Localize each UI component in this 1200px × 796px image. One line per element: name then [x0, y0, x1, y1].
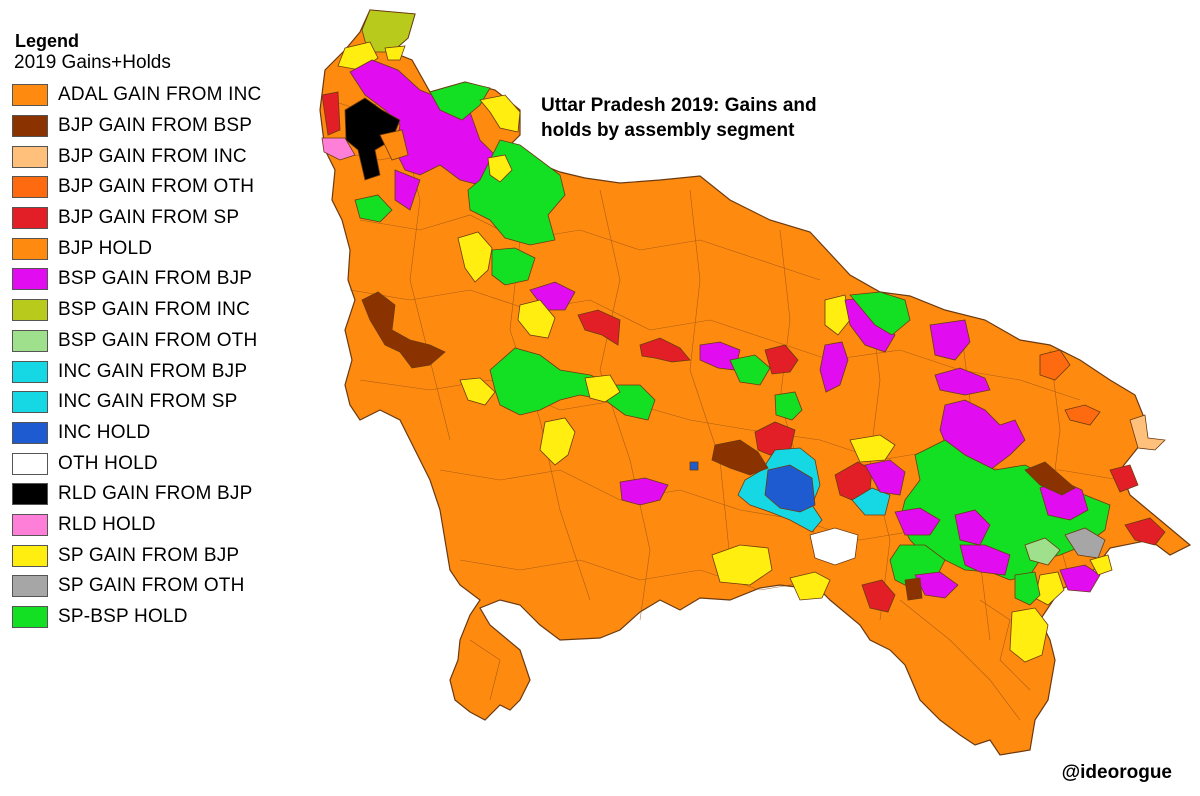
legend-item: BJP GAIN FROM INC: [12, 141, 312, 172]
legend-label: BSP GAIN FROM INC: [58, 299, 251, 321]
legend-item: BSP GAIN FROM OTH: [12, 326, 312, 357]
legend-swatch: [12, 360, 48, 383]
map-title-line2: holds by assembly segment: [541, 120, 795, 141]
legend-swatch: [12, 421, 48, 444]
legend-label: SP GAIN FROM BJP: [58, 544, 240, 566]
legend-label: BJP GAIN FROM BSP: [58, 115, 253, 137]
legend-label: SP-BSP HOLD: [58, 606, 188, 628]
legend-item: BJP GAIN FROM SP: [12, 203, 312, 234]
legend-item: SP GAIN FROM BJP: [12, 540, 312, 571]
legend-heading: Legend: [15, 31, 80, 51]
legend-label: BJP GAIN FROM OTH: [58, 176, 255, 198]
legend-item: SP-BSP HOLD: [12, 602, 312, 633]
legend-swatch: [12, 268, 48, 291]
legend-item: BSP GAIN FROM INC: [12, 295, 312, 326]
legend-item: OTH HOLD: [12, 448, 312, 479]
legend-swatch: [12, 237, 48, 260]
legend-label: BJP GAIN FROM INC: [58, 145, 247, 167]
legend-swatch: [12, 544, 48, 567]
legend-subheading: 2019 Gains+Holds: [14, 52, 171, 73]
legend-item: RLD HOLD: [12, 510, 312, 541]
legend-swatch: [12, 513, 48, 536]
legend-label: BSP GAIN FROM BJP: [58, 268, 253, 290]
legend: Legend 2019 Gains+Holds ADAL GAIN FROM I…: [12, 30, 312, 632]
legend-item: BJP HOLD: [12, 233, 312, 264]
map-title-line1: Uttar Pradesh 2019: Gains and: [541, 95, 817, 116]
legend-item: INC GAIN FROM BJP: [12, 356, 312, 387]
legend-swatch: [12, 115, 48, 138]
legend-swatch: [12, 145, 48, 168]
legend-swatch: [12, 575, 48, 598]
legend-label: ADAL GAIN FROM INC: [58, 84, 262, 106]
legend-swatch: [12, 452, 48, 475]
legend-item: SP GAIN FROM OTH: [12, 571, 312, 602]
legend-label: RLD HOLD: [58, 513, 156, 535]
legend-item: INC HOLD: [12, 418, 312, 449]
map-title: Uttar Pradesh 2019: Gains and holds by a…: [541, 93, 871, 143]
legend-label: BJP HOLD: [58, 237, 153, 259]
legend-swatch: [12, 176, 48, 199]
legend-label: BJP GAIN FROM SP: [58, 207, 240, 229]
author-credit: @ideorogue: [1061, 762, 1172, 783]
legend-label: OTH HOLD: [58, 452, 158, 474]
legend-swatch: [12, 391, 48, 414]
legend-swatch: [12, 299, 48, 322]
legend-item: BJP GAIN FROM OTH: [12, 172, 312, 203]
legend-swatch: [12, 329, 48, 352]
legend-items: ADAL GAIN FROM INC BJP GAIN FROM BSP BJP G…: [12, 80, 312, 632]
legend-label: BSP GAIN FROM OTH: [58, 329, 258, 351]
legend-label: SP GAIN FROM OTH: [58, 575, 245, 597]
legend-label: INC HOLD: [58, 421, 151, 443]
legend-item: ADAL GAIN FROM INC: [12, 80, 312, 111]
legend-label: INC GAIN FROM SP: [58, 391, 238, 413]
legend-item: BJP GAIN FROM BSP: [12, 111, 312, 142]
constituency-fills: [321, 9, 1166, 663]
legend-item: BSP GAIN FROM BJP: [12, 264, 312, 295]
legend-item: INC GAIN FROM SP: [12, 387, 312, 418]
legend-swatch: [12, 483, 48, 506]
legend-item: RLD GAIN FROM BJP: [12, 479, 312, 510]
legend-label: INC GAIN FROM BJP: [58, 360, 248, 382]
legend-swatch: [12, 84, 48, 107]
legend-swatch: [12, 606, 48, 629]
legend-label: RLD GAIN FROM BJP: [58, 483, 253, 505]
legend-swatch: [12, 207, 48, 230]
